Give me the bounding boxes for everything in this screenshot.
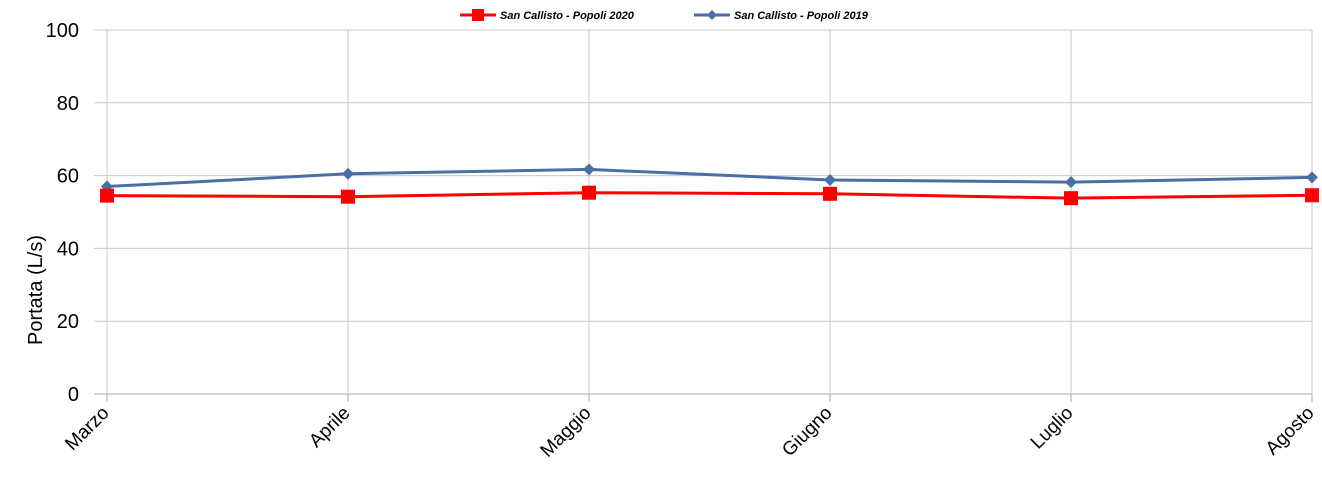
x-tick-label: Marzo [61,403,113,455]
y-tick-label: 100 [46,20,79,42]
y-axis-label: Portata (L/s) [25,235,47,345]
data-point-diamond [1306,171,1318,184]
x-tick-label: Agosto [1262,403,1319,460]
data-point-square [341,189,355,204]
grid-lines [94,29,1313,402]
legend: San Callisto - Popoli 2020 San Callisto -… [460,9,869,22]
x-axis-ticks: Marzo Aprile Maggio Giugno Luglio Agosto [61,403,1318,462]
legend-marker-square [472,9,484,21]
y-tick-label: 0 [68,384,79,406]
y-tick-label: 60 [57,166,79,188]
x-tick-label: Luglio [1027,403,1078,454]
data-point-diamond [1065,176,1077,189]
y-tick-label: 40 [57,238,79,260]
data-point-square [582,185,596,200]
legend-label: San Callisto - Popoli 2019 [734,10,869,22]
y-tick-label: 20 [57,311,79,333]
x-tick-label: Giugno [778,403,836,461]
series-group [100,163,1319,206]
data-point-square [1305,188,1319,203]
data-point-diamond [583,163,595,176]
x-tick-label: Aprile [305,403,354,452]
data-point-square [823,186,837,201]
data-point-square [100,188,114,203]
legend-marker-diamond [707,10,717,20]
data-point-diamond [342,167,354,180]
y-tick-label: 80 [57,93,79,115]
series-line [106,191,1313,200]
data-point-diamond [824,173,836,186]
data-point-square [1064,191,1078,206]
series-line [106,167,1313,189]
x-tick-label: Maggio [537,403,596,462]
legend-label: San Callisto - Popoli 2020 [500,10,635,22]
y-axis-ticks: 0 20 40 60 80 100 [46,20,79,406]
